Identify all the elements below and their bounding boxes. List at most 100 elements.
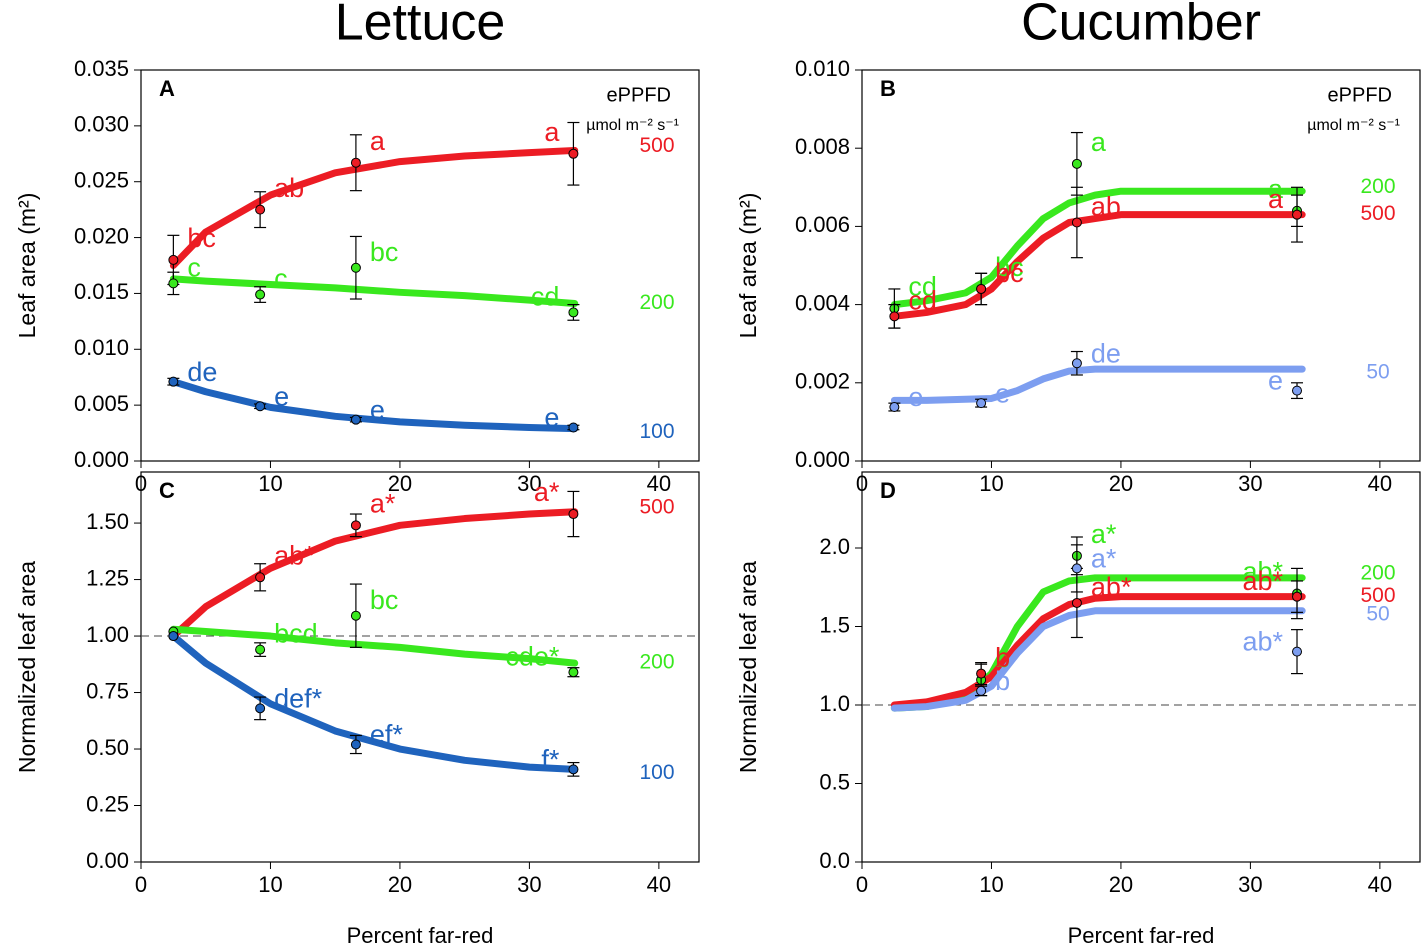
data-point: [889, 311, 900, 322]
significance-letter: de: [187, 357, 217, 387]
significance-letter: ef*: [370, 720, 404, 750]
x-axis-label: Percent far-red: [347, 923, 494, 948]
data-point: [350, 157, 361, 168]
legend-title: ePPFD: [1328, 84, 1392, 106]
fit-line: [169, 275, 579, 307]
data-point: [976, 685, 987, 696]
panel-label: B: [880, 76, 896, 101]
y-tick-label: 1.25: [86, 565, 129, 590]
data-point: [350, 262, 361, 273]
plot-frame: [140, 471, 700, 863]
significance-letter: f*: [541, 744, 560, 774]
fit-line: [169, 632, 579, 773]
fit-line: [169, 146, 579, 269]
y-tick-label: 1.50: [86, 509, 129, 534]
panel-label: D: [880, 478, 896, 503]
data-point: [1292, 646, 1303, 657]
y-tick-label: 0.25: [86, 791, 129, 816]
significance-letter: ab*: [1242, 557, 1283, 587]
data-point: [1292, 591, 1303, 602]
x-tick-label: 20: [1109, 471, 1133, 496]
data-point: [168, 254, 179, 265]
data-point: [976, 283, 987, 294]
significance-letter: e: [1268, 366, 1283, 396]
significance-letter: c: [274, 264, 288, 294]
data-point: [568, 667, 579, 678]
data-point: [568, 509, 579, 520]
significance-letter: a: [1091, 127, 1107, 157]
significance-letter: e: [544, 403, 559, 433]
series-label: 200: [1360, 175, 1395, 198]
data-point: [1071, 158, 1082, 169]
data-point: [255, 204, 266, 215]
data-point: [568, 148, 579, 159]
column-title: Cucumber: [1021, 0, 1261, 52]
y-tick-label: 0.035: [74, 56, 129, 81]
series-label: 100: [639, 761, 674, 784]
significance-letter: bc: [995, 258, 1024, 288]
series-label: 500: [1360, 202, 1395, 225]
significance-letter: bc: [370, 237, 399, 267]
series-label: 100: [639, 420, 674, 443]
y-tick-label: 0.008: [795, 134, 850, 159]
y-tick-label: 0.015: [74, 279, 129, 304]
x-tick-label: 30: [1238, 872, 1262, 897]
data-point: [255, 644, 266, 655]
y-tick-label: 1.5: [819, 612, 850, 637]
plot-frame: [140, 69, 700, 462]
y-tick-label: 0.5: [819, 769, 850, 794]
fit-line: [890, 593, 1306, 709]
y-tick-label: 1.00: [86, 622, 129, 647]
significance-letter: e: [995, 378, 1010, 408]
data-point: [1071, 563, 1082, 574]
legend-unit: µmol m⁻² s⁻¹: [586, 117, 679, 134]
y-tick-label: 0.010: [795, 56, 850, 81]
significance-letter: bc: [995, 252, 1024, 282]
significance-letter: a: [370, 126, 386, 156]
significance-letter: ab*: [274, 540, 315, 570]
y-tick-label: 0.002: [795, 369, 850, 394]
data-point: [568, 307, 579, 318]
significance-letter: b: [995, 643, 1010, 673]
data-point: [568, 422, 579, 433]
x-tick-label: 30: [1238, 471, 1262, 496]
y-tick-label: 1.0: [819, 691, 850, 716]
legend-title: ePPFD: [607, 84, 671, 106]
data-point: [350, 739, 361, 750]
significance-letter: bcd: [274, 619, 318, 649]
fit-line: [890, 365, 1306, 404]
y-tick-label: 0.00: [86, 848, 129, 873]
data-point: [168, 278, 179, 289]
x-tick-label: 0: [135, 872, 147, 897]
significance-letter: bc: [370, 585, 399, 615]
significance-letter: e: [370, 395, 385, 425]
significance-letter: ab: [1091, 192, 1121, 222]
plot-frame: [861, 471, 1421, 863]
y-axis-label: Leaf area (m²): [735, 193, 761, 339]
fit-line: [890, 187, 1306, 309]
significance-letter: cde*: [505, 641, 560, 671]
data-point: [255, 572, 266, 583]
significance-letter: a: [544, 117, 560, 147]
x-tick-label: 30: [517, 471, 541, 496]
significance-letter: a*: [1091, 544, 1117, 574]
data-point: [350, 414, 361, 425]
x-axis-label: Percent far-red: [1068, 923, 1215, 948]
x-tick-label: 0: [856, 872, 868, 897]
significance-letter: a: [1268, 184, 1284, 214]
data-point: [255, 401, 266, 412]
series-label: 500: [639, 134, 674, 157]
data-point: [1292, 385, 1303, 396]
x-tick-label: 20: [1109, 872, 1133, 897]
fit-line: [890, 211, 1306, 320]
x-tick-label: 10: [979, 471, 1003, 496]
y-tick-label: 0.020: [74, 223, 129, 248]
data-point: [168, 376, 179, 387]
data-point: [976, 668, 987, 679]
plot-frame: [861, 69, 1421, 462]
fit-line: [169, 378, 579, 433]
significance-letter: cd: [908, 285, 937, 315]
y-axis-label: Normalized leaf area: [14, 561, 40, 773]
panel-label: A: [159, 76, 175, 101]
